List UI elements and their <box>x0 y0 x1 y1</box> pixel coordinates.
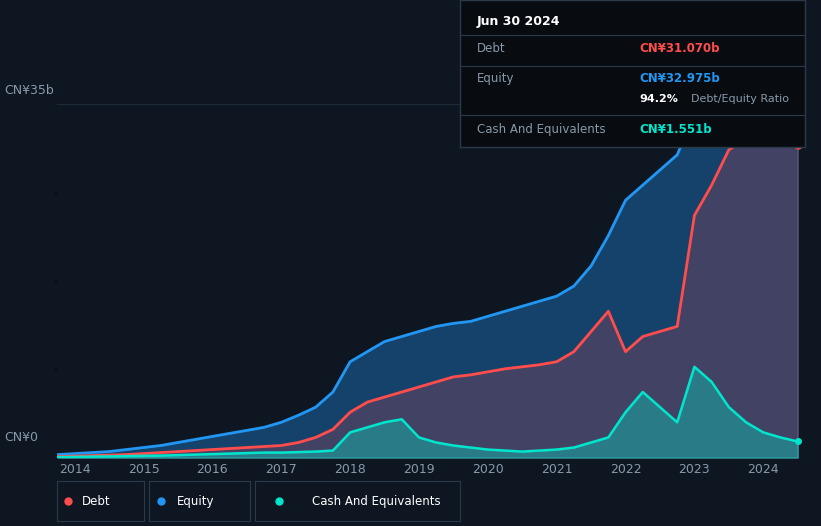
Text: CN¥31.070b: CN¥31.070b <box>639 42 719 55</box>
Text: Debt: Debt <box>477 42 506 55</box>
Text: Cash And Equivalents: Cash And Equivalents <box>477 123 606 136</box>
Text: CN¥32.975b: CN¥32.975b <box>639 72 720 85</box>
Text: Cash And Equivalents: Cash And Equivalents <box>312 494 441 508</box>
Text: CN¥1.551b: CN¥1.551b <box>639 123 712 136</box>
Text: Debt: Debt <box>82 494 111 508</box>
Text: Debt/Equity Ratio: Debt/Equity Ratio <box>690 94 789 104</box>
Text: 94.2%: 94.2% <box>639 94 678 104</box>
Text: CN¥35b: CN¥35b <box>4 84 54 97</box>
Text: Equity: Equity <box>477 72 515 85</box>
Text: Equity: Equity <box>177 494 214 508</box>
Text: Jun 30 2024: Jun 30 2024 <box>477 15 561 28</box>
Text: CN¥0: CN¥0 <box>4 431 38 444</box>
